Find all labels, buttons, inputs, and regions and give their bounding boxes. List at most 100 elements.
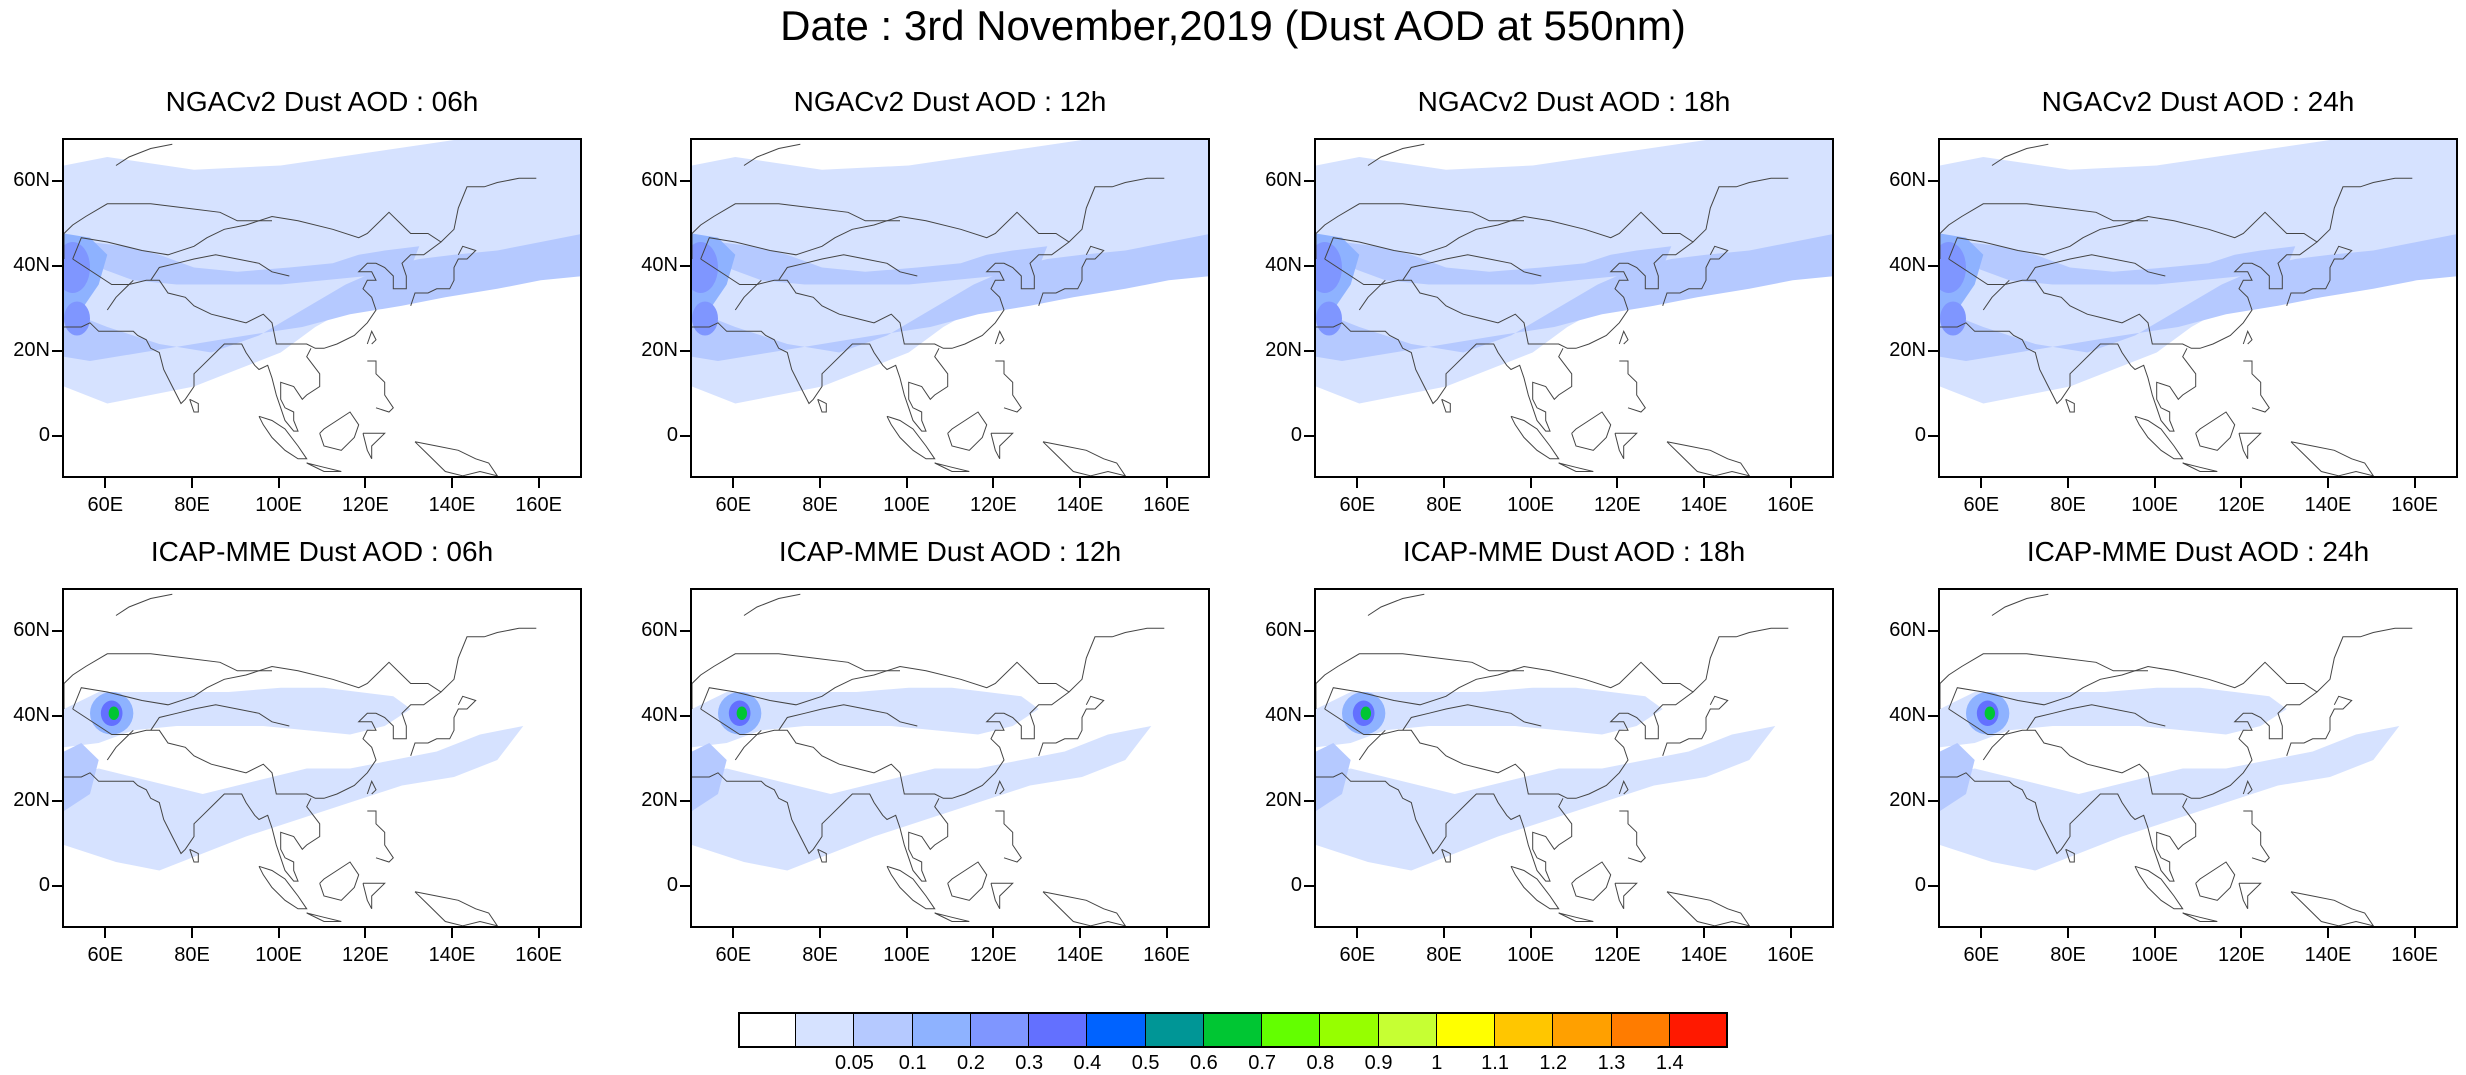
map-panel: NGACv2 Dust AOD : 12h 60N 40N 20N 0 60E 80E 100… [641,86,1210,516]
coastline [947,411,988,451]
coastline [72,177,537,260]
colorbar-label: 0.6 [1189,1052,1218,1074]
lat-tick-label: 0 [1290,423,1302,446]
lat-tick [680,349,690,352]
coastline [2065,848,2075,863]
lat-tick-label: 0 [38,423,50,446]
lat-tick-label: 60N [641,168,678,191]
coastline [2026,704,2166,731]
lat-tick [52,349,62,352]
lon-tick [1356,928,1359,938]
lat-tick-label: 20N [1265,788,1302,811]
lon-tick [277,478,280,488]
lon-tick [1165,478,1168,488]
coastline [1324,627,1789,710]
clear-sky-south [1316,344,1832,476]
map-panel: ICAP-MME Dust AOD : 24h 60N 40N 20N 0 60E 80E 1… [1889,536,2458,966]
lon-tick-label: 60E [1963,494,2000,516]
colorbar-label: 0.7 [1248,1052,1277,1074]
lon-tick-label: 80E [1426,944,1462,966]
lon-tick [2413,478,2416,488]
coastline [886,415,936,460]
lon-tick-label: 80E [2050,944,2086,966]
lat-tick-label: 20N [13,338,50,361]
lon-tick-label: 140E [1680,944,1728,966]
lon-tick-label: 120E [341,494,389,516]
dust-band-north [1940,242,2296,285]
lat-tick-label: 0 [1914,873,1926,896]
lon-tick-label: 80E [1426,494,1462,516]
colorbar-label: 0.3 [1015,1052,1044,1074]
lon-tick [451,928,453,938]
lat-tick-label: 60N [641,618,678,641]
lon-tick [537,478,540,488]
colorbar-swatch [1029,1012,1088,1048]
lon-tick [2067,928,2069,938]
lat-tick-label: 40N [641,253,678,276]
lat-tick [1304,264,1314,267]
clear-sky-south [692,344,1208,476]
lon-tick-label: 100E [1507,494,1555,516]
lat-tick [1928,714,1938,717]
coastline [306,462,342,472]
lon-tick-label: 160E [515,494,563,516]
lat-tick [680,884,690,887]
colorbar-frame [738,1012,1728,1048]
lat-tick [52,434,62,437]
colorbar-swatch [796,1012,855,1048]
coastline [150,704,290,731]
coastline [1982,729,2010,761]
lon-tick-label: 120E [341,944,389,966]
lat-tick-label: 60N [13,618,50,641]
lon-tick-label: 80E [802,944,838,966]
coastline [189,848,199,863]
coastline [692,322,949,432]
coastline [2238,882,2262,910]
coastline [64,772,321,882]
lon-tick [2153,928,2156,938]
lon-tick-label: 140E [1056,494,1104,516]
lon-tick-label: 120E [1593,494,1641,516]
lon-tick [1703,928,1705,938]
clear-sky-south [1940,344,2456,476]
dust-aod-map [1940,140,2456,476]
coastline [1940,322,2197,432]
lat-tick [1304,349,1314,352]
lon-tick-label: 100E [2131,494,2179,516]
coastline [1402,254,1542,281]
lon-tick [2240,928,2243,938]
dust-aod-map [1316,593,1789,926]
map-frame [690,588,1210,928]
lat-tick [1928,349,1938,352]
coastline [1571,861,1612,901]
lat-tick-label: 60N [1889,168,1926,191]
coastline [115,593,173,616]
lon-tick [191,478,193,488]
lon-tick-label: 120E [969,944,1017,966]
lat-tick-label: 60N [1889,618,1926,641]
lat-tick-label: 20N [641,338,678,361]
lon-tick [2240,478,2243,488]
lon-tick-label: 160E [1143,944,1191,966]
coastline [1614,882,1638,910]
coastline [1316,203,1524,259]
coastline [700,691,1070,799]
lon-tick [819,478,821,488]
clear-sky-south [64,344,580,476]
dust-core-south [1316,301,1342,336]
lon-tick [364,928,367,938]
lon-tick [732,478,735,488]
map-frame [1938,138,2458,478]
coastline [189,398,199,413]
lon-tick-label: 60E [87,494,124,516]
map-panel: NGACv2 Dust AOD : 24h 60N 40N 20N 0 60E 80E 100… [1889,86,2458,516]
colorbar-swatch [738,1012,797,1048]
dust-aod-map [692,593,1165,926]
map-panel: NGACv2 Dust AOD : 06h 60N 40N 20N 0 60E 80E 100… [13,86,582,516]
coastline [366,330,377,345]
lon-tick [104,928,107,938]
coastline [1558,462,1594,472]
lat-tick [1304,434,1314,437]
coastline [2182,462,2218,472]
coastline [115,143,173,166]
